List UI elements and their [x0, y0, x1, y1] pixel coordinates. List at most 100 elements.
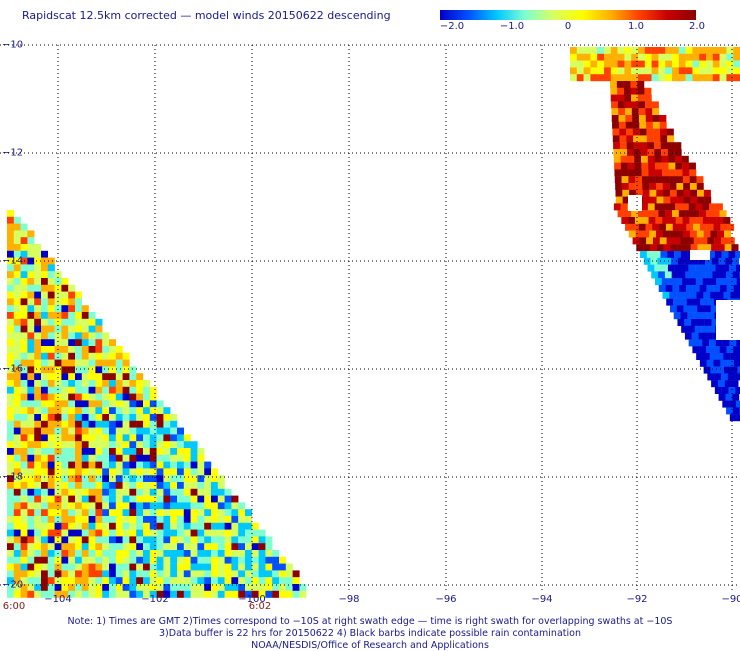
- wind-diff-cell: [224, 584, 232, 591]
- wind-diff-cell: [190, 495, 198, 503]
- wind-diff-cell: [13, 509, 21, 517]
- wind-diff-cell: [149, 563, 157, 571]
- wind-diff-cell: [683, 183, 691, 190]
- wind-diff-cell: [20, 570, 28, 578]
- wind-diff-cell: [662, 230, 670, 238]
- wind-diff-cell: [27, 291, 35, 299]
- wind-diff-cell: [706, 285, 714, 292]
- wind-diff-cell: [75, 298, 82, 306]
- wind-diff-cell: [102, 461, 110, 469]
- wind-diff-cell: [13, 250, 21, 258]
- wind-diff-cell: [163, 570, 171, 578]
- wind-diff-cell: [719, 67, 727, 75]
- wind-diff-cell: [41, 577, 48, 585]
- wind-diff-cell: [224, 570, 232, 578]
- wind-diff-cell: [27, 298, 35, 306]
- wind-diff-cell: [61, 420, 69, 428]
- wind-diff-cell: [75, 386, 82, 394]
- wind-diff-cell: [54, 427, 62, 435]
- wind-diff-cell: [734, 373, 740, 381]
- wind-diff-cell: [68, 332, 76, 340]
- wind-diff-cell: [81, 305, 89, 313]
- wind-diff-cell: [692, 346, 700, 354]
- wind-diff-cell: [699, 47, 707, 54]
- wind-diff-cell: [659, 237, 667, 245]
- wind-diff-cell: [251, 590, 259, 598]
- wind-diff-cell: [669, 230, 677, 238]
- wind-diff-cell: [149, 414, 157, 421]
- wind-diff-cell: [691, 257, 699, 265]
- wind-diff-cell: [34, 475, 42, 483]
- wind-diff-cell: [115, 400, 123, 408]
- wind-diff-cell: [75, 346, 82, 353]
- wind-diff-cell: [729, 278, 737, 286]
- wind-diff-cell: [245, 543, 252, 551]
- wind-diff-cell: [720, 373, 728, 381]
- wind-diff-cell: [692, 67, 700, 75]
- wind-diff-cell: [177, 516, 184, 523]
- wind-diff-cell: [129, 516, 137, 523]
- wind-diff-cell: [721, 387, 729, 394]
- wind-diff-cell: [54, 509, 62, 517]
- wind-diff-cell: [678, 271, 686, 279]
- wind-diff-cell: [177, 584, 184, 591]
- wind-diff-cell: [149, 543, 157, 551]
- wind-diff-cell: [635, 189, 643, 197]
- wind-diff-cell: [638, 74, 645, 82]
- map-title: Rapidscat 12.5km corrected — model winds…: [22, 9, 391, 22]
- wind-diff-cell: [47, 516, 55, 523]
- wind-diff-cell: [47, 366, 55, 374]
- wind-diff-cell: [190, 461, 198, 469]
- wind-diff-cell: [143, 536, 150, 544]
- wind-diff-cell: [143, 386, 150, 394]
- wind-diff-cell: [88, 380, 96, 387]
- wind-diff-cell: [719, 53, 727, 61]
- wind-diff-cell: [47, 482, 55, 489]
- wind-diff-cell: [102, 475, 110, 483]
- wind-diff-cell: [183, 522, 191, 530]
- wind-diff-cell: [88, 488, 96, 496]
- wind-diff-cell: [47, 427, 55, 435]
- wind-diff-cell: [95, 475, 103, 483]
- wind-diff-cell: [68, 516, 76, 523]
- wind-diff-cell: [635, 183, 643, 190]
- wind-diff-cell: [13, 502, 21, 510]
- wind-diff-cell: [618, 121, 626, 129]
- wind-diff-cell: [68, 380, 76, 387]
- wind-diff-cell: [41, 550, 48, 557]
- wind-diff-cell: [720, 359, 728, 367]
- wind-diff-cell: [109, 407, 116, 415]
- wind-diff-cell: [129, 522, 137, 530]
- wind-diff-cell: [109, 454, 116, 462]
- wind-diff-cell: [709, 339, 717, 347]
- wind-diff-cell: [61, 495, 69, 503]
- wind-diff-cell: [285, 584, 293, 591]
- wind-diff-cell: [13, 291, 21, 299]
- wind-diff-cell: [136, 509, 144, 517]
- wind-diff-cell: [61, 543, 69, 551]
- wind-diff-cell: [61, 563, 69, 571]
- wind-diff-cell: [75, 590, 82, 598]
- wind-diff-cell: [211, 529, 218, 537]
- wind-diff-cell: [41, 590, 48, 598]
- wind-diff-cell: [624, 101, 632, 109]
- wind-diff-cell: [122, 359, 130, 367]
- wind-diff-cell: [68, 577, 76, 585]
- wind-diff-cell: [115, 434, 123, 442]
- wind-diff-cell: [251, 577, 259, 585]
- wind-diff-cell: [615, 189, 623, 197]
- wind-diff-cell: [122, 556, 130, 564]
- wind-diff-cell: [143, 590, 150, 598]
- wind-diff-cell: [612, 121, 620, 129]
- wind-diff-cell: [677, 257, 685, 265]
- wind-diff-cell: [224, 577, 232, 585]
- wind-diff-cell: [645, 108, 653, 116]
- wind-diff-cell: [617, 67, 625, 75]
- wind-diff-cell: [47, 305, 55, 313]
- wind-diff-cell: [231, 536, 239, 544]
- wind-diff-cell: [81, 312, 89, 319]
- wind-diff-cell: [211, 584, 218, 591]
- wind-diff-cell: [197, 488, 205, 496]
- wind-diff-cell: [41, 420, 48, 428]
- wind-diff-cell: [211, 563, 218, 571]
